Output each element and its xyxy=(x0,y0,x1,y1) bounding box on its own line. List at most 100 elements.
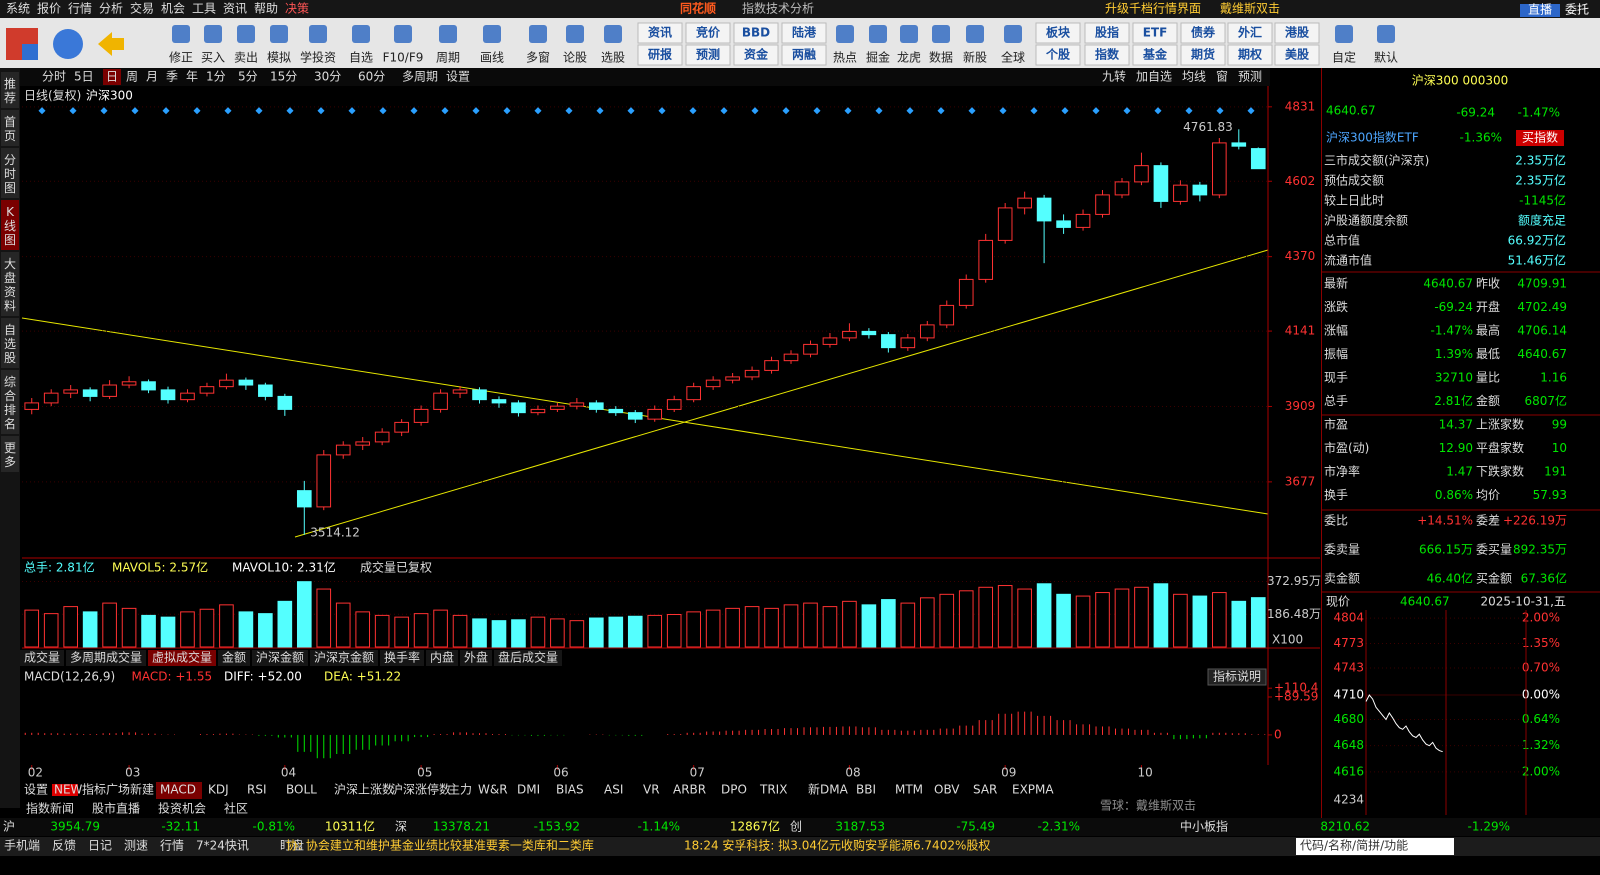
period-tab[interactable]: 日 xyxy=(106,70,118,84)
tool-button[interactable]: 两融 xyxy=(792,47,816,62)
indicator-tab[interactable]: EXPMA xyxy=(1012,783,1054,797)
period-tool[interactable]: 均线 xyxy=(1182,70,1206,84)
indicator-tab[interactable]: OBV xyxy=(934,783,960,797)
trade-button[interactable]: 委托 xyxy=(1565,3,1589,17)
status-item[interactable]: 反馈 xyxy=(52,839,76,853)
menu-item[interactable]: 帮助 xyxy=(254,2,278,16)
menu-item[interactable]: 系统 xyxy=(6,2,30,16)
news-tab[interactable]: 股市直播 xyxy=(92,801,140,816)
volume-tab[interactable]: 成交量 xyxy=(24,650,60,665)
side-tab[interactable]: 更多 xyxy=(4,441,16,469)
tool-button[interactable]: 指数 xyxy=(1095,47,1120,62)
volume-tab[interactable]: 外盘 xyxy=(464,650,488,665)
volume-tab[interactable]: 多周期成交量 xyxy=(70,650,142,665)
menu-link[interactable]: 升级千档行情界面 xyxy=(1105,2,1201,16)
indicator-tab[interactable]: TRIX xyxy=(759,783,787,797)
period-tab[interactable]: 月 xyxy=(146,70,158,84)
menu-item[interactable]: 决策 xyxy=(285,2,309,16)
tool-button[interactable]: 买入 xyxy=(201,51,225,65)
indicator-tab[interactable]: SAR xyxy=(973,783,997,797)
back-icon[interactable] xyxy=(98,32,124,56)
period-tool[interactable]: 预测 xyxy=(1238,70,1262,84)
tool-button[interactable]: 新股 xyxy=(963,50,987,65)
live-button[interactable]: 直播 xyxy=(1528,3,1552,17)
side-tab[interactable]: 分时图 xyxy=(4,153,16,195)
tool-button[interactable]: 龙虎 xyxy=(897,51,921,65)
period-tab[interactable]: 设置 xyxy=(446,70,470,84)
tool-button[interactable]: 掘金 xyxy=(866,50,890,65)
indicator-tab[interactable]: DMI xyxy=(517,783,540,797)
tool-button[interactable]: 个股 xyxy=(1045,47,1071,62)
indicator-tab[interactable]: 指标广场 xyxy=(82,782,130,797)
period-tab[interactable]: 30分 xyxy=(314,70,341,84)
tool-button[interactable]: 热点 xyxy=(833,51,857,65)
indicator-tab[interactable]: MACD xyxy=(160,783,196,797)
indicator-tab[interactable]: BOLL xyxy=(286,783,317,797)
indicator-tab[interactable]: BIAS xyxy=(556,783,584,797)
tool-button[interactable]: 卖出 xyxy=(234,51,258,65)
tool-button[interactable]: 学投资 xyxy=(300,50,336,65)
tool-button[interactable]: 周期 xyxy=(436,51,460,65)
news-ticker[interactable]: 18:24 安孚科技: 拟3.04亿元收购安孚能源6.7402%股权 xyxy=(684,838,990,853)
volume-tab[interactable]: 换手率 xyxy=(384,650,420,665)
indicator-tab[interactable]: BBI xyxy=(856,783,876,797)
period-tool[interactable]: 九转 xyxy=(1102,69,1126,84)
period-tab[interactable]: 周 xyxy=(126,70,138,84)
indicator-tab[interactable]: 新建 xyxy=(130,782,154,797)
menu-item[interactable]: 交易 xyxy=(130,1,154,16)
ai-icon[interactable] xyxy=(53,29,83,59)
volume-tab[interactable]: 盘后成交量 xyxy=(498,650,558,665)
indicator-tab[interactable]: DPO xyxy=(721,783,747,797)
menu-item[interactable]: 工具 xyxy=(192,2,216,16)
tool-button[interactable]: F10/F9 xyxy=(383,51,424,65)
volume-tab[interactable]: 虚拟成交量 xyxy=(152,650,212,665)
tool-button[interactable]: 港股 xyxy=(1285,25,1310,40)
indicator-tab[interactable]: ARBR xyxy=(673,783,706,797)
indicator-tab[interactable]: 主力 xyxy=(448,783,472,797)
volume-tab[interactable]: 沪深京金额 xyxy=(314,650,374,665)
tool-button[interactable]: 画线 xyxy=(480,51,504,65)
tool-button[interactable]: 债券 xyxy=(1191,25,1216,40)
tool-button[interactable]: 基金 xyxy=(1142,47,1168,62)
period-tab[interactable]: 5分 xyxy=(238,70,258,84)
status-item[interactable]: 行情 xyxy=(160,839,184,853)
side-tab[interactable]: 综合排名 xyxy=(4,375,16,431)
volume-tab[interactable]: 金额 xyxy=(222,650,246,665)
indicator-tab[interactable]: 新DMA xyxy=(808,782,849,797)
period-tab[interactable]: 1分 xyxy=(206,70,226,84)
tool-button[interactable]: 论股 xyxy=(563,51,587,65)
side-tab[interactable]: 推荐 xyxy=(4,77,16,105)
indicator-tab[interactable]: MTM xyxy=(895,783,923,797)
tool-button[interactable]: 股指 xyxy=(1095,25,1119,40)
status-item[interactable]: 日记 xyxy=(88,839,112,853)
menu-item[interactable]: 行情 xyxy=(68,2,92,16)
status-item[interactable]: 测速 xyxy=(124,839,148,853)
tool-button[interactable]: BBD xyxy=(742,26,770,40)
indicator-tab[interactable]: W&R xyxy=(478,783,508,797)
side-tab[interactable]: 首页 xyxy=(4,115,16,143)
period-tab[interactable]: 季 xyxy=(166,70,178,84)
indicator-tab[interactable]: 沪深上涨数 xyxy=(334,782,394,797)
news-ticker[interactable]: 协: 协会建立和维护基金业绩比较基准要素一类库和二类库 xyxy=(286,838,594,853)
tool-button[interactable]: 模拟 xyxy=(267,51,291,65)
news-tab[interactable]: 社区 xyxy=(224,801,248,816)
side-tab[interactable]: 自选股 xyxy=(4,323,16,365)
period-tab[interactable]: 15分 xyxy=(270,70,297,84)
etf-button[interactable]: 买指数 xyxy=(1522,130,1558,145)
tool-button[interactable]: 数据 xyxy=(929,50,953,65)
menu-link[interactable]: 戴维斯双击 xyxy=(1220,1,1280,16)
status-item[interactable]: 手机端 xyxy=(4,839,40,853)
search-placeholder[interactable]: 代码/名称/简拼/功能 xyxy=(1300,838,1408,853)
tool-button[interactable]: 全球 xyxy=(1001,50,1025,65)
volume-tab[interactable]: 内盘 xyxy=(430,650,454,665)
volume-tab[interactable]: 沪深金额 xyxy=(256,650,304,665)
indicator-tab[interactable]: 沪深涨停数 xyxy=(391,782,451,797)
period-tab[interactable]: 多周期 xyxy=(402,70,438,84)
period-tool[interactable]: 加自选 xyxy=(1136,70,1172,84)
tool-button[interactable]: 资讯 xyxy=(648,25,672,40)
menu-item[interactable]: 机会 xyxy=(161,2,185,16)
indicator-tab[interactable]: RSI xyxy=(247,783,267,797)
indicator-tab[interactable]: ASI xyxy=(604,783,623,797)
menu-item[interactable]: 分析 xyxy=(99,2,123,16)
indicator-tab[interactable]: 设置 xyxy=(24,783,48,797)
